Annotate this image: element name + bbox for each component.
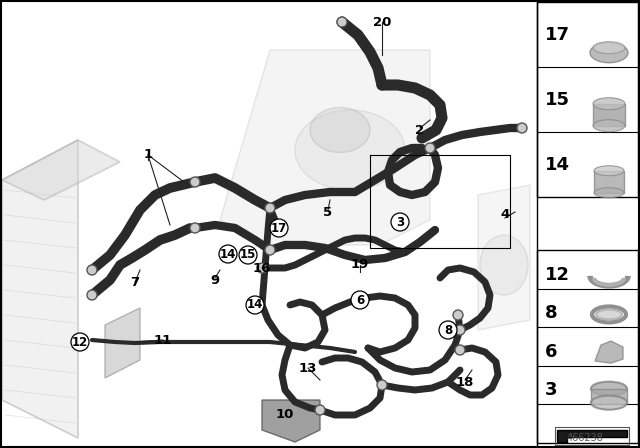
- Bar: [594, 171, 624, 193]
- Text: 19: 19: [351, 258, 369, 271]
- Text: 3: 3: [396, 215, 404, 228]
- Circle shape: [391, 213, 409, 231]
- Circle shape: [315, 405, 325, 415]
- Circle shape: [337, 17, 347, 27]
- Text: 6: 6: [356, 293, 364, 306]
- Polygon shape: [105, 308, 140, 378]
- Circle shape: [190, 223, 200, 233]
- Polygon shape: [262, 400, 320, 442]
- Text: 11: 11: [154, 333, 172, 346]
- Text: 9: 9: [211, 273, 220, 287]
- Text: 14: 14: [247, 298, 263, 311]
- Text: 2: 2: [415, 124, 424, 137]
- Text: 14: 14: [220, 247, 236, 260]
- Bar: [537, 2, 638, 197]
- Polygon shape: [595, 341, 623, 363]
- Circle shape: [190, 177, 200, 187]
- Circle shape: [377, 380, 387, 390]
- Text: 7: 7: [131, 276, 140, 289]
- Text: 14: 14: [545, 156, 570, 174]
- Text: 18: 18: [456, 375, 474, 388]
- Ellipse shape: [295, 110, 405, 190]
- Ellipse shape: [591, 396, 627, 409]
- Circle shape: [265, 203, 275, 213]
- Text: 5: 5: [323, 207, 333, 220]
- Circle shape: [455, 325, 465, 335]
- Text: 15: 15: [240, 249, 256, 262]
- Text: 15: 15: [545, 91, 570, 109]
- Text: 1: 1: [143, 148, 152, 161]
- Circle shape: [270, 219, 288, 237]
- Text: 12: 12: [72, 336, 88, 349]
- Bar: [593, 103, 625, 126]
- Ellipse shape: [593, 120, 625, 132]
- Circle shape: [87, 290, 97, 300]
- Circle shape: [219, 245, 237, 263]
- Circle shape: [351, 291, 369, 309]
- Circle shape: [439, 321, 457, 339]
- Polygon shape: [478, 185, 530, 330]
- Circle shape: [453, 310, 463, 320]
- Text: 17: 17: [545, 26, 570, 44]
- Text: 8: 8: [545, 304, 557, 322]
- Text: 8: 8: [444, 323, 452, 336]
- Ellipse shape: [593, 98, 625, 110]
- Text: 13: 13: [299, 362, 317, 375]
- Text: 17: 17: [271, 221, 287, 234]
- Ellipse shape: [594, 166, 624, 176]
- Circle shape: [246, 296, 264, 314]
- Ellipse shape: [590, 43, 628, 63]
- Polygon shape: [2, 140, 78, 438]
- Bar: [537, 250, 638, 443]
- Circle shape: [517, 123, 527, 133]
- Circle shape: [455, 345, 465, 355]
- Text: 10: 10: [276, 409, 294, 422]
- Ellipse shape: [593, 42, 625, 54]
- Circle shape: [239, 246, 257, 264]
- Text: 20: 20: [373, 16, 391, 29]
- Text: 6: 6: [545, 343, 557, 361]
- Text: 3: 3: [545, 381, 557, 400]
- Polygon shape: [220, 50, 430, 245]
- Circle shape: [257, 263, 267, 273]
- Ellipse shape: [310, 108, 370, 152]
- Ellipse shape: [480, 235, 528, 295]
- Ellipse shape: [591, 382, 627, 396]
- Circle shape: [87, 265, 97, 275]
- Text: 16: 16: [253, 262, 271, 275]
- Text: 12: 12: [545, 266, 570, 284]
- Ellipse shape: [596, 310, 622, 319]
- Circle shape: [71, 333, 89, 351]
- Text: 466238: 466238: [566, 433, 604, 443]
- Circle shape: [425, 143, 435, 153]
- Bar: [591, 389, 627, 403]
- Polygon shape: [2, 140, 120, 200]
- Ellipse shape: [594, 188, 624, 198]
- Circle shape: [265, 245, 275, 255]
- Text: 4: 4: [500, 208, 509, 221]
- Polygon shape: [557, 430, 627, 442]
